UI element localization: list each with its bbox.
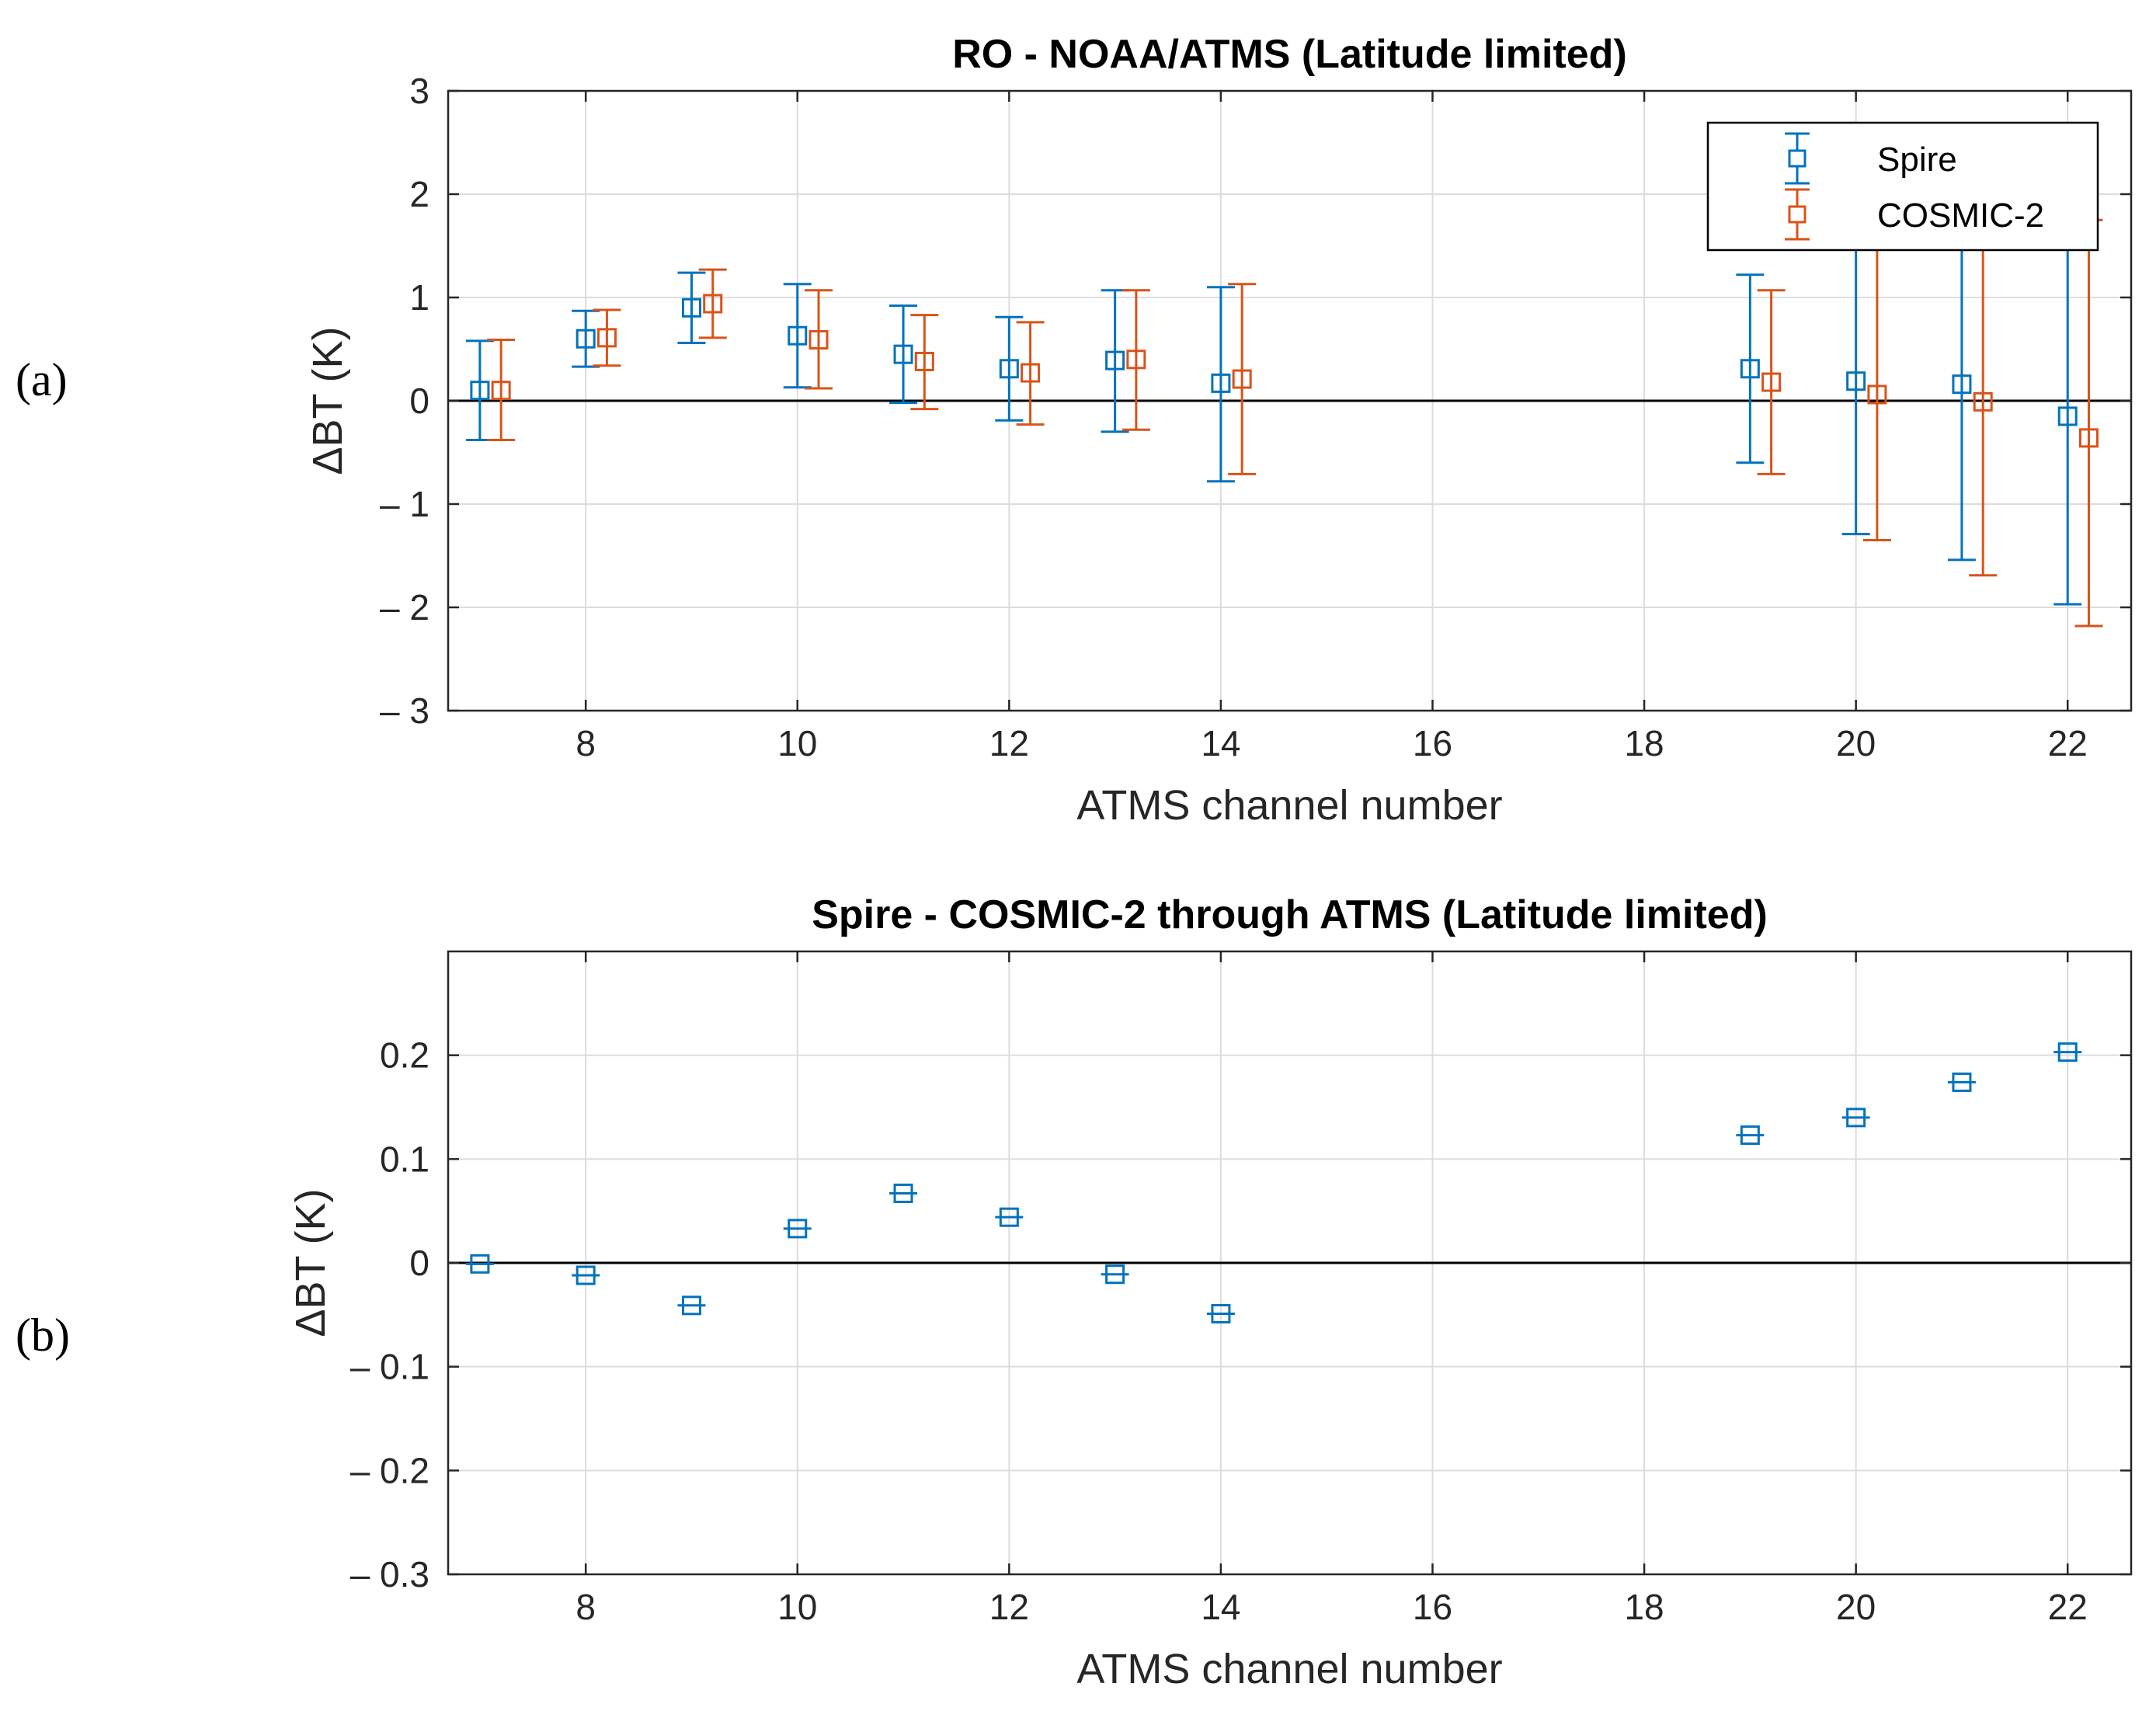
p1-x-tick-label: 16: [1413, 723, 1452, 763]
p1-x-tick-label: 22: [2048, 723, 2088, 763]
p1-y-tick-label: – 2: [380, 587, 429, 628]
p2-y-tick-label: – 0.2: [350, 1450, 429, 1490]
p2-series-a-point: [576, 1265, 596, 1285]
p2-x-axis-label: ATMS channel number: [1076, 1646, 1502, 1692]
p1-y-tick-label: 3: [409, 71, 429, 111]
p1-x-tick-label: 18: [1624, 723, 1664, 763]
p1-x-tick-label: 12: [989, 723, 1029, 763]
p1-series-b-point: [808, 330, 829, 350]
p1-legend-box: [1706, 121, 2099, 252]
p1-series-b-point: [2078, 428, 2099, 448]
p1-series-b-point: [1232, 369, 1252, 389]
panel-label-a: (a): [16, 354, 68, 405]
p2-series-a-point: [1211, 1303, 1231, 1323]
p2-y-tick-label: 0.1: [380, 1139, 429, 1179]
p1-legend-entry-label: Spire: [1877, 141, 1957, 179]
p2-series-a-point: [1740, 1125, 1760, 1146]
p2-x-tick-label: 8: [576, 1587, 596, 1627]
p1-series-a-point: [576, 329, 596, 349]
p1-series-b-point: [914, 351, 934, 371]
p1-y-tick-label: 0: [409, 381, 429, 421]
p1-legend-entry-label: COSMIC-2: [1877, 196, 2044, 235]
p2-y-axis-label: ΔBT (K): [287, 1188, 334, 1337]
p2-series-a-point: [893, 1183, 913, 1203]
p2-x-tick-label: 18: [1624, 1587, 1664, 1627]
p1-series-a-point: [999, 359, 1019, 379]
p2-series-a-point: [1105, 1264, 1125, 1285]
p2-x-tick-label: 14: [1201, 1587, 1240, 1627]
p1-series-b-point: [1973, 391, 1993, 412]
p2-y-tick-label: – 0.3: [350, 1554, 429, 1595]
p1-legend-marker-square: [1788, 205, 1807, 224]
p1-y-axis-label: ΔBT (K): [304, 326, 351, 475]
p1-y-tick-label: 1: [409, 277, 429, 318]
p2-x-tick-label: 12: [989, 1587, 1029, 1627]
p1-series-a-point: [470, 381, 490, 401]
panel-label-b: (b): [16, 1309, 70, 1361]
p1-series-b-point: [1867, 384, 1887, 405]
p1-x-tick-label: 20: [1836, 723, 1876, 763]
p2-x-tick-label: 22: [2048, 1587, 2088, 1627]
p1-series-a-point: [1846, 371, 1866, 391]
p1-series-a-point: [1740, 359, 1760, 379]
p2-series-a-point: [788, 1219, 808, 1239]
p1-y-tick-label: – 3: [380, 690, 429, 731]
p2-x-tick-label: 20: [1836, 1587, 1876, 1627]
p2-y-tick-label: 0: [409, 1243, 429, 1283]
p2-chart-title: Spire - COSMIC-2 through ATMS (Latitude …: [812, 892, 1768, 937]
p2-y-tick-label: 0.2: [380, 1035, 429, 1076]
p1-series-a-point: [681, 297, 701, 318]
p2-series-a-point: [1846, 1108, 1866, 1128]
p1-y-tick-label: – 1: [380, 484, 429, 524]
p2-series-a-point: [681, 1295, 701, 1316]
p2-series-a-point: [999, 1207, 1019, 1227]
p1-series-a-point: [893, 344, 913, 364]
p1-series-a-point: [1105, 350, 1125, 370]
p1-series-b-point: [491, 381, 511, 401]
p1-series-a-point: [1211, 373, 1231, 393]
p1-x-tick-label: 14: [1201, 723, 1240, 763]
p1-legend-marker-square: [1788, 149, 1807, 168]
p2-x-tick-label: 16: [1413, 1587, 1452, 1627]
p1-y-tick-label: 2: [409, 174, 429, 214]
p1-series-a-point: [788, 325, 808, 346]
p1-series-b-point: [1126, 350, 1146, 370]
p2-series-a-point: [470, 1254, 490, 1274]
p1-series-b-point: [596, 328, 617, 348]
p2-y-tick-label: – 0.1: [350, 1347, 429, 1387]
p2-series-a-point: [1952, 1072, 1972, 1092]
p2-x-tick-label: 10: [777, 1587, 817, 1627]
p1-series-b-point: [1761, 372, 1782, 392]
p1-chart-title: RO - NOAA/ATMS (Latitude limited): [952, 32, 1627, 77]
p1-series-b-point: [703, 294, 723, 314]
p1-x-tick-label: 10: [777, 723, 817, 763]
p1-x-axis-label: ATMS channel number: [1076, 782, 1502, 829]
p1-series-b-point: [1021, 363, 1041, 383]
p1-x-tick-label: 8: [576, 723, 596, 763]
p2-series-a-point: [2057, 1042, 2078, 1062]
p1-series-a-point: [2057, 406, 2078, 426]
p1-series-a-point: [1952, 374, 1972, 395]
